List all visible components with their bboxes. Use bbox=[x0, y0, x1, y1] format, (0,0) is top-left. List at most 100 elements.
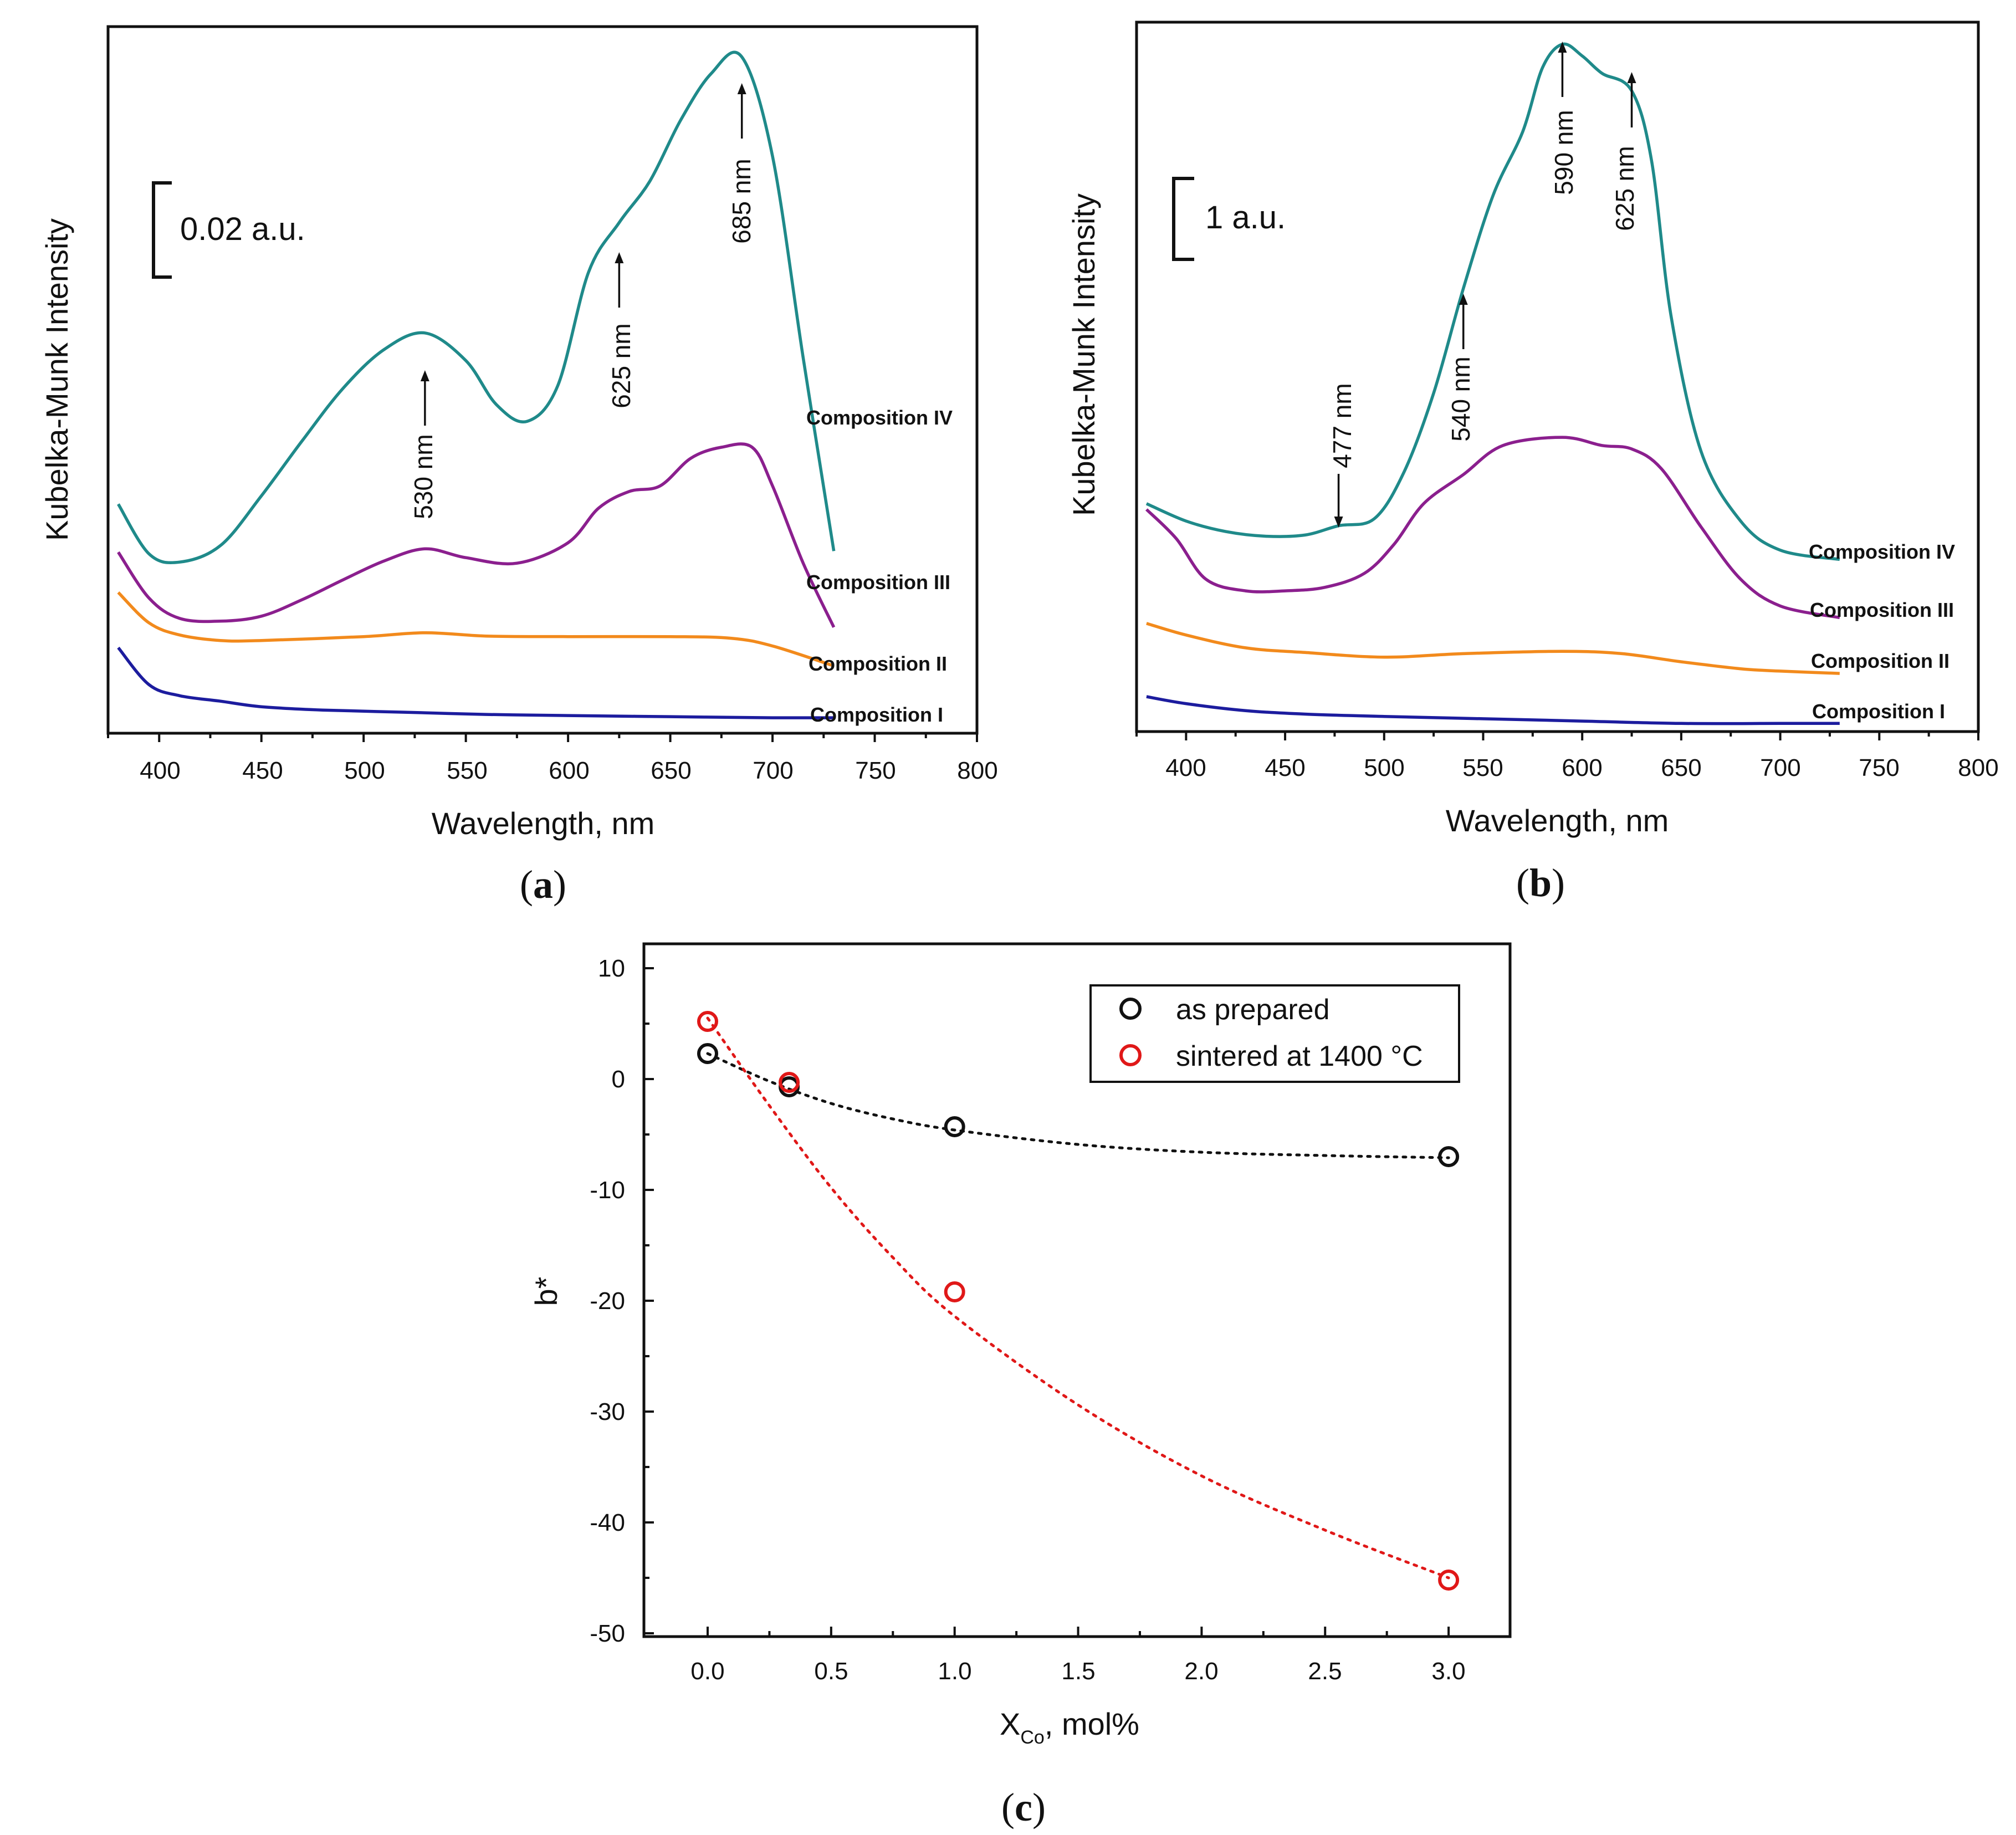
panel-a-peak-arrows bbox=[420, 83, 746, 426]
panel-c-x-tick-label: 3.0 bbox=[1431, 1658, 1465, 1685]
panel-b-arrow-head bbox=[1459, 294, 1468, 305]
panel-a-tick-label: 400 bbox=[140, 757, 180, 784]
panel-c-plot-frame bbox=[642, 942, 1512, 1638]
panel-b-tick-label: 600 bbox=[1562, 754, 1602, 781]
panel-b-arrow-head bbox=[1334, 517, 1343, 528]
panel-a-tick-label: 550 bbox=[447, 757, 487, 784]
panel-b-caption: (b) bbox=[1516, 861, 1565, 905]
panel-a-plot-frame bbox=[106, 25, 979, 735]
panel-c-fit-line-2 bbox=[706, 1016, 1450, 1580]
panel-c-points bbox=[697, 1011, 1460, 1591]
panel-c-legend-label: sintered at 1400 °C bbox=[1176, 1040, 1423, 1072]
panel-c-x-tick-label: 0.5 bbox=[814, 1658, 848, 1685]
panel-c-series-1-point bbox=[697, 1043, 718, 1064]
panel-c-series-2-point bbox=[697, 1011, 718, 1032]
panel-a-y-axis-label: Kubelka-Munk Intensity bbox=[39, 218, 74, 541]
panel-c-y-tick-label: -30 bbox=[590, 1398, 625, 1425]
panel-c-y-axis-label: b* bbox=[529, 1277, 564, 1306]
panel-a-series-label: Composition IV bbox=[806, 406, 953, 429]
panel-a-series-2-line bbox=[117, 442, 836, 628]
panel-b-series-label: Composition III bbox=[1810, 599, 1954, 621]
panel-a-tick-label: 450 bbox=[242, 757, 283, 784]
panel-b-tick-label: 800 bbox=[1958, 754, 1998, 781]
panel-c-x-tick-label: 0.0 bbox=[690, 1658, 724, 1685]
panel-b-series-1-line bbox=[1145, 42, 1840, 561]
panel-c-legend-marker-as-prepared bbox=[1119, 998, 1142, 1020]
panel-c-x-axis-rest: , mol% bbox=[1045, 1706, 1139, 1741]
panel-b-series-label: Composition II bbox=[1811, 650, 1950, 672]
panel-c-legend-box bbox=[1089, 984, 1460, 1083]
panel-c-x-axis-main: X bbox=[1000, 1706, 1020, 1741]
panel-a-x-ticks bbox=[107, 733, 978, 742]
panel-b-tick-label: 700 bbox=[1760, 754, 1800, 781]
panel-b-peak-label: 540 nm bbox=[1446, 356, 1475, 441]
panel-c-caption-letter: c bbox=[1015, 1785, 1032, 1829]
panel-c-ticks bbox=[644, 967, 1450, 1637]
panel-b-series-label: Composition IV bbox=[1809, 540, 1955, 563]
panel-b-tick-label: 450 bbox=[1265, 754, 1305, 781]
panel-a-arrow-head bbox=[420, 370, 429, 381]
panel-c-x-tick-label: 1.0 bbox=[938, 1658, 971, 1685]
panel-a-tick-label: 650 bbox=[651, 757, 691, 784]
panel-b-tick-label: 750 bbox=[1859, 754, 1899, 781]
panel-a-series-label: Composition III bbox=[806, 571, 950, 594]
panel-c-x-axis-sub: Co bbox=[1020, 1727, 1044, 1748]
panel-a-tick-label: 750 bbox=[855, 757, 896, 784]
panel-c-series-2-point bbox=[1438, 1570, 1460, 1591]
panel-c-x-tick-label: 2.0 bbox=[1184, 1658, 1218, 1685]
panel-b-tick-label: 550 bbox=[1462, 754, 1503, 781]
panel-b-plot-frame bbox=[1135, 21, 1980, 733]
panel-c-series-1-point bbox=[1438, 1146, 1460, 1167]
panel-a-arrow-head bbox=[615, 252, 624, 263]
panel-c-series-2-point bbox=[779, 1072, 800, 1093]
panel-b-x-ticks bbox=[1135, 732, 1979, 740]
panel-b-caption-letter: b bbox=[1529, 861, 1552, 905]
panel-b-tick-label: 650 bbox=[1661, 754, 1701, 781]
panel-a-tick-label: 500 bbox=[344, 757, 385, 784]
panel-b-series-4-line bbox=[1146, 695, 1840, 725]
panel-c-y-tick-label: -10 bbox=[590, 1177, 625, 1204]
panel-a-series-1-line bbox=[117, 50, 836, 565]
panel-b-series-3-line bbox=[1146, 622, 1840, 675]
panel-b-curves bbox=[1145, 42, 1840, 725]
panel-a-tick-label: 600 bbox=[549, 757, 589, 784]
panel-a-tick-label: 800 bbox=[957, 757, 997, 784]
panel-a-series-label: Composition I bbox=[810, 703, 943, 726]
panel-c-legend-label: as prepared bbox=[1176, 994, 1330, 1026]
panel-c: 10 0 -10 -20 -30 -40 -50 0.0 0.5 1.0 1.5… bbox=[529, 942, 1512, 1829]
panel-a-arrow-head bbox=[737, 83, 746, 94]
panel-a-curves bbox=[117, 50, 836, 719]
panel-b-peak-label: 590 nm bbox=[1549, 110, 1578, 195]
panel-c-series-2-point bbox=[944, 1281, 965, 1302]
panel-a-caption: (a) bbox=[520, 862, 566, 907]
panel-c-y-tick-label: -40 bbox=[590, 1509, 625, 1536]
panel-a-peak-label: 685 nm bbox=[727, 159, 756, 243]
panel-c-x-axis-label: XCo, mol% bbox=[1000, 1706, 1139, 1748]
panel-b-peak-arrows bbox=[1334, 42, 1636, 528]
panel-b-tick-label: 500 bbox=[1364, 754, 1404, 781]
panel-b-series-2-line bbox=[1145, 436, 1840, 620]
panel-a-x-axis-label: Wavelength, nm bbox=[432, 806, 655, 841]
panel-b: 400 450 500 550 600 650 700 750 800 Wave… bbox=[1066, 21, 1999, 905]
panel-c-fit-lines bbox=[706, 1016, 1450, 1580]
panel-b-scale-label: 1 a.u. bbox=[1205, 200, 1286, 236]
panel-a: 400 450 500 550 600 650 700 750 800 Wave… bbox=[39, 25, 998, 907]
panel-a-series-3-line bbox=[117, 591, 835, 668]
panel-b-series-label: Composition I bbox=[1812, 700, 1945, 723]
panel-a-peak-label: 530 nm bbox=[409, 434, 438, 519]
panel-b-peak-label: 625 nm bbox=[1610, 146, 1639, 231]
panel-c-y-tick-label: 0 bbox=[612, 1066, 625, 1093]
panel-a-scale-bar bbox=[152, 181, 172, 279]
panel-c-x-tick-label: 2.5 bbox=[1308, 1658, 1342, 1685]
panel-a-series-label: Composition II bbox=[809, 652, 947, 675]
panel-b-scale-bar bbox=[1172, 177, 1194, 261]
panel-b-arrow-head bbox=[1558, 42, 1567, 53]
panel-c-x-tick-label: 1.5 bbox=[1061, 1658, 1095, 1685]
panel-b-arrow-head bbox=[1627, 72, 1636, 83]
panel-c-fit-line-1 bbox=[706, 1052, 1450, 1159]
panel-b-x-axis-label: Wavelength, nm bbox=[1446, 803, 1669, 838]
panel-c-y-tick-label: 10 bbox=[598, 955, 625, 982]
panel-c-legend: as prepared sintered at 1400 °C bbox=[1089, 984, 1460, 1083]
panel-c-caption: (c) bbox=[1001, 1785, 1046, 1829]
